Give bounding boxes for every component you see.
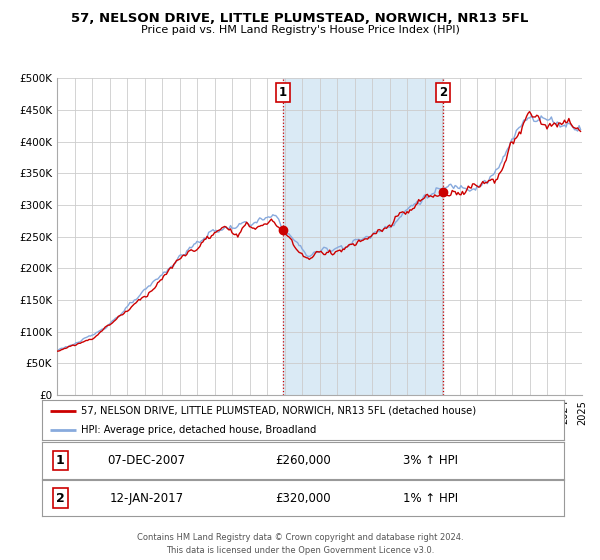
Text: 57, NELSON DRIVE, LITTLE PLUMSTEAD, NORWICH, NR13 5FL (detached house): 57, NELSON DRIVE, LITTLE PLUMSTEAD, NORW… [81,406,476,416]
Text: 1: 1 [279,86,287,99]
Text: Contains HM Land Registry data © Crown copyright and database right 2024.
This d: Contains HM Land Registry data © Crown c… [137,533,463,554]
Text: 1% ↑ HPI: 1% ↑ HPI [403,492,458,505]
Text: 2: 2 [439,86,447,99]
Text: 57, NELSON DRIVE, LITTLE PLUMSTEAD, NORWICH, NR13 5FL: 57, NELSON DRIVE, LITTLE PLUMSTEAD, NORW… [71,12,529,25]
Text: £320,000: £320,000 [275,492,331,505]
Text: £260,000: £260,000 [275,454,331,467]
Text: 12-JAN-2017: 12-JAN-2017 [109,492,184,505]
Text: 2: 2 [56,492,65,505]
Text: 3% ↑ HPI: 3% ↑ HPI [403,454,458,467]
Text: Price paid vs. HM Land Registry's House Price Index (HPI): Price paid vs. HM Land Registry's House … [140,25,460,35]
Text: 1: 1 [56,454,65,467]
Text: 07-DEC-2007: 07-DEC-2007 [107,454,185,467]
Bar [283,78,443,395]
Text: HPI: Average price, detached house, Broadland: HPI: Average price, detached house, Broa… [81,425,317,435]
